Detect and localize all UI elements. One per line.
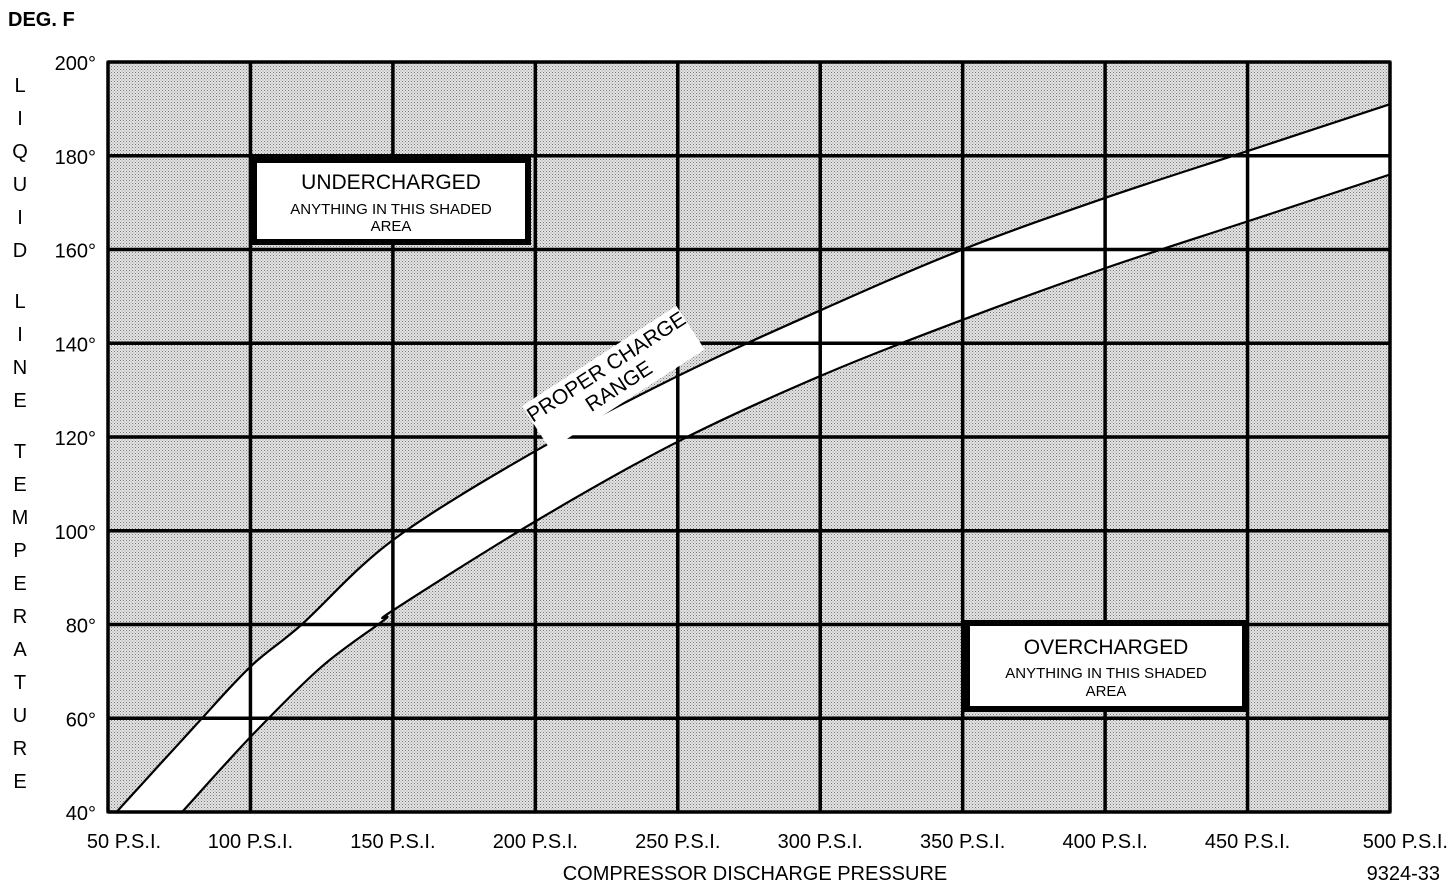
x-tick-label: 50 P.S.I. bbox=[87, 831, 161, 853]
lower-limit-line bbox=[181, 173, 1390, 812]
undercharged-box: UNDERCHARGED ANYTHING IN THIS SHADED ARE… bbox=[251, 157, 531, 245]
x-tick-label: 200 P.S.I. bbox=[493, 831, 578, 853]
overcharged-text-line1: ANYTHING IN THIS SHADED bbox=[1005, 665, 1207, 682]
y-axis-label-letter: D bbox=[13, 240, 27, 262]
x-tick-label: 350 P.S.I. bbox=[920, 831, 1005, 853]
undercharged-title: UNDERCHARGED bbox=[301, 171, 481, 194]
y-axis-label-letter: R bbox=[13, 738, 27, 760]
y-axis-label-letter: R bbox=[13, 606, 27, 628]
y-tick-label: 100° bbox=[55, 522, 96, 544]
y-axis-label-letter: N bbox=[13, 357, 27, 379]
y-axis-label-letter: E bbox=[13, 771, 26, 793]
y-axis-label-letter: A bbox=[13, 639, 27, 661]
undercharged-text-line1: ANYTHING IN THIS SHADED bbox=[290, 201, 492, 218]
y-tick-label: 120° bbox=[55, 428, 96, 450]
y-tick-labels: 40° 60° 80° 100° 120° 140° 160° 180° 200° bbox=[55, 53, 96, 825]
y-axis-label-letter: T bbox=[14, 672, 26, 694]
y-tick-label: 80° bbox=[66, 616, 96, 638]
plot-frame bbox=[106, 60, 1392, 814]
y-tick-label: 200° bbox=[55, 53, 96, 75]
x-tick-label: 150 P.S.I. bbox=[350, 831, 435, 853]
x-axis-label: COMPRESSOR DISCHARGE PRESSURE bbox=[563, 863, 948, 885]
y-tick-label: 160° bbox=[55, 241, 96, 263]
overcharged-title: OVERCHARGED bbox=[1024, 636, 1189, 659]
y-axis-label-letter: E bbox=[13, 573, 26, 595]
y-axis-label-letter: M bbox=[12, 507, 29, 529]
y-axis-label-letter: E bbox=[13, 474, 26, 496]
y-axis-label-letter: U bbox=[13, 174, 27, 196]
overcharged-box: OVERCHARGED ANYTHING IN THIS SHADED AREA bbox=[964, 620, 1248, 712]
x-tick-labels: 50 P.S.I. 100 P.S.I. 150 P.S.I. 200 P.S.I. 2… bbox=[87, 831, 1448, 853]
y-axis-label-letter: I bbox=[17, 324, 23, 346]
y-axis-label-letter: L bbox=[14, 75, 25, 97]
y-axis-label-letter: Q bbox=[12, 141, 28, 163]
overcharged-text-line2: AREA bbox=[1086, 683, 1127, 700]
x-tick-label: 450 P.S.I. bbox=[1205, 831, 1290, 853]
x-tick-label: 100 P.S.I. bbox=[208, 831, 293, 853]
x-tick-label: 300 P.S.I. bbox=[778, 831, 863, 853]
y-axis-label-letter: L bbox=[14, 291, 25, 313]
x-tick-label: 500 P.S.I. bbox=[1363, 831, 1448, 853]
y-tick-label: 140° bbox=[55, 334, 96, 356]
y-unit-label: DEG. F bbox=[8, 9, 75, 31]
x-tick-label: 400 P.S.I. bbox=[1062, 831, 1147, 853]
upper-limit-line bbox=[115, 103, 1390, 812]
figure-id: 9324-33 bbox=[1367, 863, 1440, 885]
y-axis-label-letter: E bbox=[13, 390, 26, 412]
y-axis-label-letter: U bbox=[13, 705, 27, 727]
undercharged-text-line2: AREA bbox=[371, 218, 412, 235]
y-axis-label-letter: T bbox=[14, 441, 26, 463]
band-label-background bbox=[522, 305, 705, 450]
x-tick-label: 250 P.S.I. bbox=[635, 831, 720, 853]
y-axis-label-letter: I bbox=[17, 108, 23, 130]
y-tick-label: 60° bbox=[66, 709, 96, 731]
y-axis-label-letter: I bbox=[17, 207, 23, 229]
proper-charge-band bbox=[116, 104, 1390, 812]
y-axis-label-letter: P bbox=[13, 540, 26, 562]
y-tick-label: 40° bbox=[66, 803, 96, 825]
y-tick-label: 180° bbox=[55, 147, 96, 169]
